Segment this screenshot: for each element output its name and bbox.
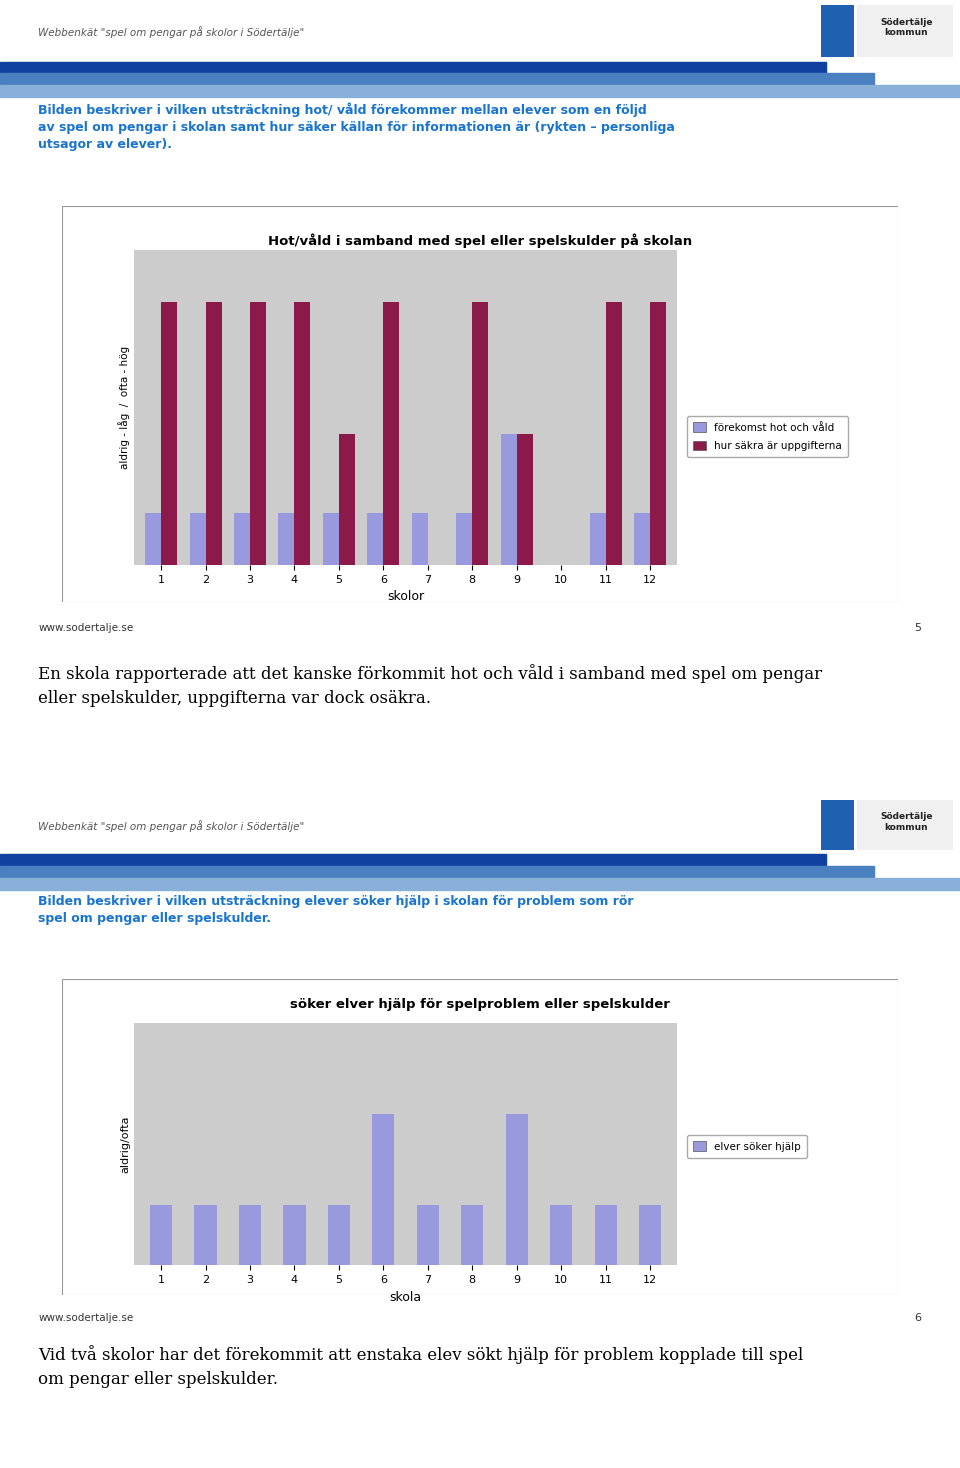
Bar xyxy=(323,512,339,565)
Bar xyxy=(417,1205,439,1265)
Text: Webbenkät "spel om pengar på skolor i Södertälje": Webbenkät "spel om pengar på skolor i Sö… xyxy=(38,26,304,38)
Bar xyxy=(283,1205,305,1265)
Text: Vid två skolor har det förekommit att enstaka elev sökt hjälp för problem koppla: Vid två skolor har det förekommit att en… xyxy=(38,1345,804,1387)
Bar xyxy=(0,73,874,85)
Text: Södertälje
kommun: Södertälje kommun xyxy=(880,18,932,38)
Bar xyxy=(456,512,472,565)
Text: söker elver hjälp för spelproblem eller spelskulder: söker elver hjälp för spelproblem eller … xyxy=(290,998,670,1011)
Bar xyxy=(278,512,295,565)
Bar xyxy=(550,1205,572,1265)
Bar xyxy=(589,512,606,565)
Bar xyxy=(516,433,533,565)
Bar xyxy=(0,85,960,97)
Bar xyxy=(150,1205,172,1265)
Y-axis label: aldrig - låg  /  ofta - hög: aldrig - låg / ofta - hög xyxy=(118,346,131,468)
Bar xyxy=(857,4,953,57)
Bar xyxy=(635,512,650,565)
Legend: elver söker hjälp: elver söker hjälp xyxy=(686,1135,807,1158)
Bar xyxy=(0,62,826,73)
Bar xyxy=(372,1114,395,1265)
Bar xyxy=(472,302,489,565)
Bar xyxy=(412,512,428,565)
Bar xyxy=(145,512,161,565)
Bar xyxy=(461,1205,484,1265)
Text: 5: 5 xyxy=(915,624,922,633)
Bar xyxy=(161,302,177,565)
Legend: förekomst hot och våld, hur säkra är uppgifterna: förekomst hot och våld, hur säkra är upp… xyxy=(686,415,848,458)
Text: Södertälje
kommun: Södertälje kommun xyxy=(880,812,932,832)
Bar xyxy=(339,433,355,565)
Bar xyxy=(606,302,622,565)
Bar xyxy=(368,512,383,565)
Bar xyxy=(506,1114,528,1265)
Text: www.sodertalje.se: www.sodertalje.se xyxy=(38,1312,133,1323)
Bar xyxy=(639,1205,661,1265)
Bar xyxy=(821,800,854,850)
X-axis label: skolor: skolor xyxy=(387,590,424,603)
Bar xyxy=(0,854,826,866)
Bar xyxy=(383,302,399,565)
Bar xyxy=(0,878,960,890)
Bar xyxy=(650,302,666,565)
Bar xyxy=(189,512,205,565)
Bar xyxy=(327,1205,350,1265)
Text: Bilden beskriver i vilken utsträckning elever söker hjälp i skolan för problem s: Bilden beskriver i vilken utsträckning e… xyxy=(38,895,634,925)
Bar xyxy=(295,302,310,565)
X-axis label: skola: skola xyxy=(390,1290,421,1304)
Bar xyxy=(501,433,516,565)
Bar xyxy=(0,866,874,878)
Text: www.sodertalje.se: www.sodertalje.se xyxy=(38,624,133,633)
Text: Webbenkät "spel om pengar på skolor i Södertälje": Webbenkät "spel om pengar på skolor i Sö… xyxy=(38,821,304,832)
Text: Hot/våld i samband med spel eller spelskulder på skolan: Hot/våld i samband med spel eller spelsk… xyxy=(268,233,692,248)
Bar xyxy=(250,302,266,565)
Text: 6: 6 xyxy=(915,1312,922,1323)
Bar xyxy=(205,302,222,565)
Bar xyxy=(857,800,953,850)
Y-axis label: aldrig/ofta: aldrig/ofta xyxy=(120,1116,131,1173)
Bar xyxy=(821,4,854,57)
Bar xyxy=(195,1205,217,1265)
Text: Bilden beskriver i vilken utsträckning hot/ våld förekommer mellan elever som en: Bilden beskriver i vilken utsträckning h… xyxy=(38,103,675,151)
Bar xyxy=(234,512,250,565)
Bar xyxy=(594,1205,616,1265)
Text: En skola rapporterade att det kanske förkommit hot och våld i samband med spel o: En skola rapporterade att det kanske för… xyxy=(38,664,823,708)
Bar xyxy=(239,1205,261,1265)
